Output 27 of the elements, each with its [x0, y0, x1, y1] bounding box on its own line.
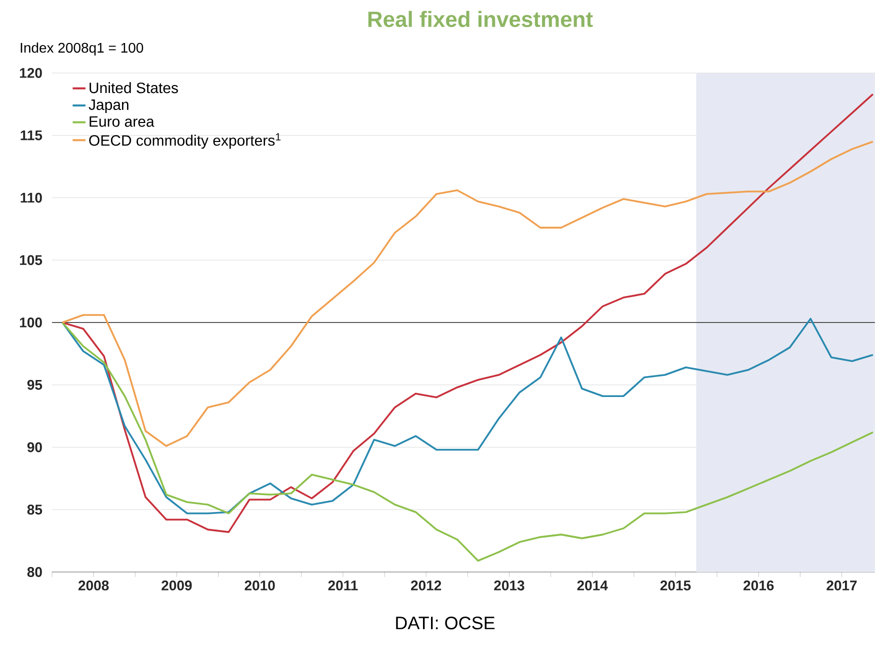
x-tick-label: 2013 [494, 580, 524, 590]
legend-label: OECD commodity exporters$^{1}$ [89, 133, 281, 149]
text: DATI: OCSE [396, 616, 495, 630]
y-tick-label: 85 [27, 504, 42, 515]
y-axis-title: Index 2008q1 = 100 [20, 42, 144, 56]
y-tick-label: 120 [20, 68, 42, 78]
x-tick-label: 2012 [411, 580, 442, 590]
y-tick-label: 110 [20, 192, 42, 203]
chart-title: Real fixed investment [368, 10, 593, 28]
legend-label: Japan [88, 100, 128, 113]
legend-label: United States [90, 82, 178, 94]
x-tick-label: 2010 [244, 580, 275, 590]
y-tick-label: 95 [27, 380, 42, 390]
x-tick-label: 2017 [826, 580, 857, 590]
line-series [62, 93, 874, 533]
y-tick-label: 105 [20, 255, 42, 266]
x-tick-label: 2016 [744, 580, 774, 590]
x-tick-label: 2014 [577, 580, 608, 590]
x-tick-label: 2009 [162, 580, 192, 590]
x-tick-label: 2011 [328, 580, 358, 590]
x-tick-label: 2008 [78, 580, 109, 590]
y-tick-label: 80 [27, 567, 42, 577]
y-tick-label: 115 [20, 130, 42, 140]
y-tick-label: 90 [27, 442, 42, 452]
x-tick-label: 2015 [660, 580, 691, 590]
y-tick-label: 100 [20, 318, 42, 328]
legend-label: Euro area [90, 116, 154, 127]
